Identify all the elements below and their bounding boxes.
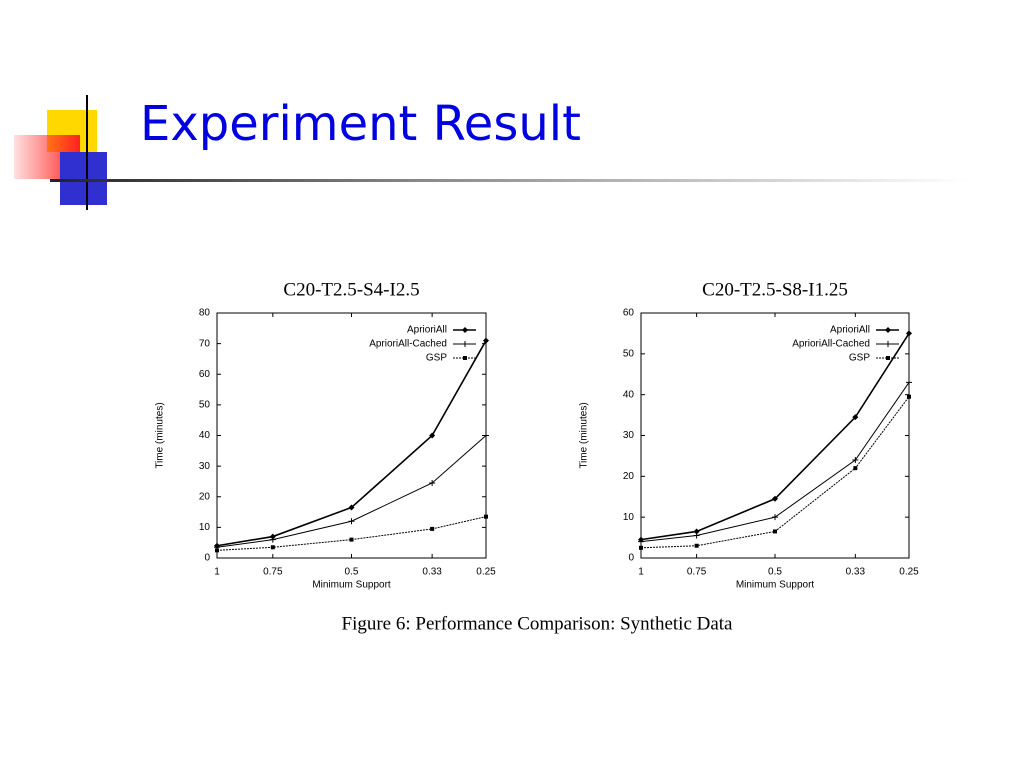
chart-title: C20-T2.5-S8-I1.25 (702, 279, 848, 300)
x-tick-label: 0.33 (846, 567, 866, 578)
marker (429, 432, 436, 439)
marker (483, 432, 489, 439)
title-rule (50, 179, 970, 182)
y-tick-label: 80 (199, 308, 211, 319)
marker (269, 533, 276, 540)
y-tick-label: 30 (199, 461, 211, 472)
legend-marker (886, 356, 890, 360)
marker (852, 414, 859, 421)
marker (430, 526, 435, 531)
x-tick-label: 0.75 (263, 567, 283, 578)
x-tick-label: 0.75 (687, 567, 707, 578)
marker (907, 394, 911, 399)
y-tick-label: 10 (623, 512, 635, 523)
plot-frame (640, 312, 910, 559)
y-tick-label: 40 (199, 430, 211, 441)
series-line (216, 435, 487, 548)
marker (349, 537, 354, 542)
x-axis-label: Minimum Support (312, 580, 391, 591)
marker (772, 495, 778, 502)
marker (270, 545, 275, 550)
x-axis-label: Minimum Support (736, 580, 815, 591)
marker (773, 529, 777, 534)
marker (906, 330, 912, 337)
y-tick-label: 30 (623, 430, 635, 441)
y-axis-label: Time (minutes) (155, 402, 166, 468)
marker (772, 514, 778, 521)
marker (852, 457, 859, 463)
y-tick-label: 40 (623, 389, 635, 400)
figure-caption: Figure 6: Performance Comparison: Synthe… (342, 613, 734, 634)
legend-marker (885, 327, 891, 333)
y-tick-label: 60 (623, 308, 635, 319)
marker (483, 337, 489, 344)
y-tick-label: 20 (199, 491, 211, 502)
legend-marker (885, 341, 891, 347)
marker (638, 538, 644, 545)
marker (429, 479, 436, 486)
series-line (216, 340, 487, 547)
marker (348, 504, 355, 511)
legend-label: AprioriAll (830, 325, 870, 336)
marker (906, 379, 912, 386)
deco-square (60, 152, 107, 205)
y-tick-label: 50 (623, 348, 635, 359)
x-tick-label: 1 (214, 567, 220, 578)
x-tick-label: 1 (638, 567, 644, 578)
marker (853, 466, 858, 471)
series-line (216, 516, 487, 551)
marker (348, 518, 355, 525)
legend-marker (462, 327, 468, 333)
marker (694, 543, 699, 548)
x-tick-label: 0.5 (345, 567, 359, 578)
x-tick-label: 0.33 (422, 567, 442, 578)
x-tick-label: 0.25 (899, 567, 919, 578)
legend-label: AprioriAll-Cached (369, 339, 447, 350)
marker (484, 514, 488, 519)
x-tick-label: 0.5 (768, 567, 782, 578)
chart-title: C20-T2.5-S4-I2.5 (283, 279, 419, 300)
legend-label: AprioriAll (407, 325, 447, 336)
marker (215, 548, 219, 553)
legend-marker (462, 341, 468, 347)
y-tick-label: 10 (199, 522, 211, 533)
legend-label: GSP (849, 353, 870, 364)
y-axis-label: Time (minutes) (579, 402, 590, 468)
marker (269, 536, 276, 543)
y-tick-label: 60 (199, 369, 211, 380)
slide-title: Experiment Result (140, 96, 581, 152)
legend-marker (463, 356, 467, 360)
marker (693, 532, 700, 539)
y-tick-label: 20 (623, 471, 635, 482)
series-line (640, 332, 910, 541)
y-tick-label: 0 (204, 553, 210, 564)
y-tick-label: 50 (199, 400, 211, 411)
y-tick-label: 0 (628, 553, 634, 564)
legend-label: AprioriAll-Cached (792, 339, 870, 350)
series-line (640, 396, 910, 549)
x-tick-label: 0.25 (476, 567, 496, 578)
y-tick-label: 70 (199, 338, 211, 349)
marker (693, 528, 700, 535)
marker (639, 545, 643, 550)
legend-label: GSP (426, 353, 447, 364)
